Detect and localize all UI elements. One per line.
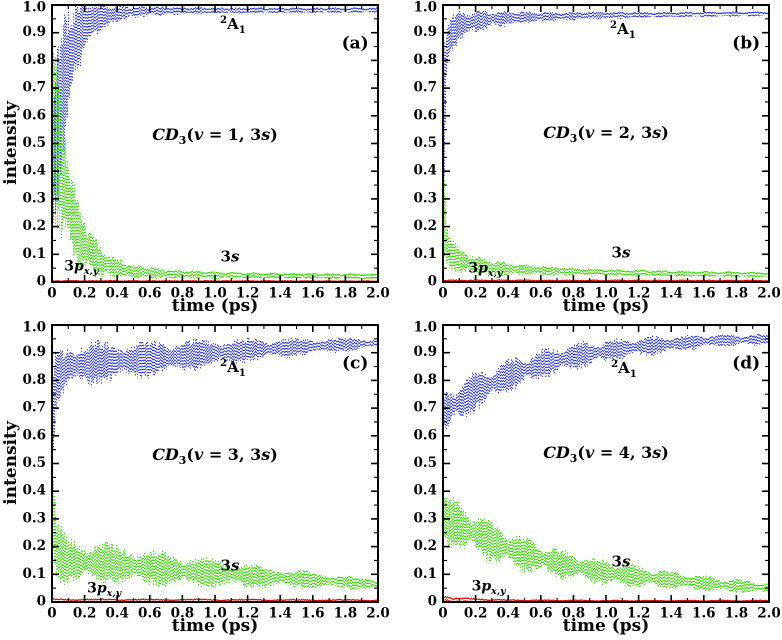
series-label-3s: 3s [611, 552, 631, 571]
series-label-3pxy: 3px,y [64, 258, 99, 278]
x-axis-label: time (ps) [562, 296, 650, 316]
series-label-3s: 3s [611, 243, 631, 262]
series-label-3s: 3s [220, 247, 240, 266]
panel-b: time (ps) CD3(v = 2, 3s) (b) 2A1 3s 3px,y [391, 0, 782, 320]
panel-tag: (c) [341, 353, 369, 374]
plot-canvas-b [391, 0, 782, 320]
y-axis-label: intensity [1, 101, 21, 185]
panel-tag: (b) [732, 33, 761, 54]
x-axis-label: time (ps) [171, 616, 259, 636]
series-label-2a1: 2A1 [220, 356, 246, 379]
panel-title: CD3(v = 1, 3s) [152, 124, 278, 147]
panel-title: CD3(v = 4, 3s) [543, 443, 669, 466]
panel-d: time (ps) CD3(v = 4, 3s) (d) 2A1 3s 3px,y [391, 320, 782, 640]
panel-title: CD3(v = 3, 3s) [152, 444, 278, 467]
plot-canvas-d [391, 320, 782, 640]
series-label-2a1: 2A1 [220, 13, 246, 36]
series-label-2a1: 2A1 [610, 18, 636, 41]
series-label-3pxy: 3px,y [87, 579, 122, 599]
x-axis-label: time (ps) [562, 616, 650, 636]
series-label-2a1: 2A1 [611, 358, 637, 381]
panel-tag: (a) [341, 33, 369, 54]
plot-canvas-a [0, 0, 391, 320]
y-axis-label: intensity [1, 421, 21, 505]
plot-canvas-c [0, 320, 391, 640]
panel-tag: (d) [732, 353, 761, 374]
panel-title: CD3(v = 2, 3s) [543, 123, 669, 146]
panel-a: intensity time (ps) CD3(v = 1, 3s) (a) 2A1… [0, 0, 391, 320]
series-label-3pxy: 3px,y [471, 578, 506, 598]
series-label-3pxy: 3px,y [468, 259, 503, 279]
panel-c: intensity time (ps) CD3(v = 3, 3s) (c) 2A1… [0, 320, 391, 640]
x-axis-label: time (ps) [171, 296, 259, 316]
series-label-3s: 3s [220, 556, 240, 575]
